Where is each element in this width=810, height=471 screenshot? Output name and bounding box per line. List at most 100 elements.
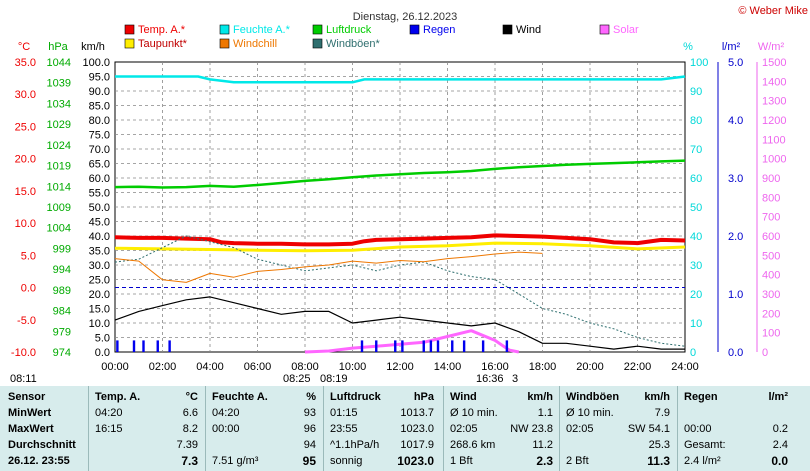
- tick-label-solar: 1400: [762, 76, 786, 88]
- cell-value: SW 54.1: [627, 423, 670, 435]
- row-label: MinWert: [8, 407, 52, 419]
- tick-label-humidity: 100: [690, 57, 708, 69]
- tick-label-pressure: 1024: [47, 140, 71, 152]
- cell-detail: 268.6 km: [450, 439, 496, 451]
- tick-label-wind: 40.0: [89, 231, 110, 243]
- tick-label-rain: 2.0: [728, 231, 743, 243]
- rain-bar: [429, 340, 433, 352]
- legend-swatch: [312, 38, 323, 49]
- x-tick-label: 08:00: [291, 361, 319, 373]
- tick-label-temp: 5.0: [21, 250, 36, 262]
- tick-label-temp: -10.0: [11, 347, 36, 359]
- column-separator: [443, 386, 444, 471]
- cell-value: 96: [303, 423, 316, 435]
- cell-value: 1017.9: [400, 439, 434, 451]
- legend-label: Windböen*: [326, 38, 381, 50]
- tick-label-wind: 35.0: [89, 246, 110, 258]
- event-annotation: 08:25: [283, 373, 311, 385]
- cell-value: 0.2: [772, 423, 788, 435]
- column-unit: l/m²: [768, 391, 788, 403]
- rain-bar: [116, 340, 119, 352]
- tick-label-pressure: 1014: [47, 181, 71, 193]
- tick-label-wind: 20.0: [89, 289, 110, 301]
- series-line-luftdruck: [114, 159, 686, 189]
- cell-value: 25.3: [648, 439, 670, 451]
- x-tick-label: 22:00: [624, 361, 652, 373]
- cell-value: 94: [303, 439, 316, 451]
- tick-label-pressure: 984: [53, 306, 71, 318]
- tick-label-wind: 75.0: [89, 130, 110, 142]
- tick-label-pressure: 999: [53, 243, 71, 255]
- tick-label-solar: 1300: [762, 96, 786, 108]
- tick-label-humidity: 20: [690, 289, 702, 301]
- column-header: Luftdruck: [330, 391, 381, 403]
- row-label: MaxWert: [8, 423, 54, 435]
- legend-swatch: [312, 24, 323, 35]
- tick-label-solar: 300: [762, 289, 780, 301]
- tick-label-pressure: 1039: [47, 78, 71, 90]
- legend-label: Luftdruck: [326, 24, 372, 36]
- tick-label-humidity: 90: [690, 86, 702, 98]
- axis-unit-rain: l/m²: [722, 41, 741, 53]
- tick-label-humidity: 30: [690, 260, 702, 272]
- legend-label: Windchill: [233, 38, 277, 50]
- cell-detail: 04:20: [95, 407, 123, 419]
- cell-detail: 23:55: [330, 423, 358, 435]
- tick-label-solar: 100: [762, 328, 780, 340]
- x-tick-label: 06:00: [244, 361, 272, 373]
- tick-label-rain: 4.0: [728, 115, 743, 127]
- event-annotation: 08:11: [10, 373, 37, 385]
- cell-value: 8.2: [182, 423, 198, 435]
- column-header: Temp. A.: [95, 391, 141, 403]
- rain-bar: [156, 340, 159, 352]
- column-separator: [677, 386, 678, 471]
- rain-bar: [401, 340, 404, 352]
- tick-label-humidity: 50: [690, 202, 702, 214]
- series-line-wind: [114, 296, 685, 350]
- legend-label: Temp. A.*: [138, 24, 186, 36]
- column-separator: [559, 386, 560, 471]
- tick-label-solar: 600: [762, 231, 780, 243]
- copyright-label: © Weber Mike: [738, 5, 808, 17]
- tick-label-solar: 0: [762, 347, 768, 359]
- weather-chart: Dienstag, 26.12.2023 © Weber Mike Temp. A.…: [10, 5, 808, 385]
- tick-label-wind: 100.0: [82, 57, 110, 69]
- cell-detail: 16:15: [95, 423, 123, 435]
- tick-label-wind: 80.0: [89, 115, 110, 127]
- cell-value: 1013.7: [400, 407, 434, 419]
- column-separator: [205, 386, 206, 471]
- tick-label-solar: 1100: [762, 134, 786, 146]
- tick-label-solar: 200: [762, 308, 780, 320]
- tick-label-temp: 30.0: [15, 89, 36, 101]
- tick-label-pressure: 1029: [47, 119, 71, 131]
- rain-bar: [451, 340, 454, 352]
- tick-label-pressure: 979: [53, 326, 71, 338]
- column-separator: [88, 386, 89, 471]
- x-tick-label: 24:00: [671, 361, 699, 373]
- tick-label-solar: 700: [762, 212, 780, 224]
- legend-label: Feuchte A.*: [233, 24, 291, 36]
- cell-detail: Gesamt:: [684, 439, 726, 451]
- column-separator: [323, 386, 324, 471]
- tick-label-humidity: 10: [690, 318, 702, 330]
- tick-label-wind: 25.0: [89, 275, 110, 287]
- tick-label-rain: 3.0: [728, 173, 743, 185]
- series-line-taupunkt: [114, 241, 686, 253]
- cell-value: 1023.0: [400, 423, 434, 435]
- tick-label-pressure: 1004: [47, 223, 71, 235]
- tick-label-rain: 1.0: [728, 289, 743, 301]
- tick-label-humidity: 0: [690, 347, 696, 359]
- legend-label: Regen: [423, 24, 455, 36]
- summary-table: Sensor MinWert MaxWert Durchschnitt 26.12. 2…: [0, 386, 810, 471]
- column-unit: %: [306, 391, 316, 403]
- x-tick-label: 10:00: [339, 361, 367, 373]
- cell-value: 7.9: [654, 407, 670, 419]
- cell-value: 7.39: [176, 439, 198, 451]
- cell-value: 95: [302, 454, 316, 468]
- rain-bar: [168, 340, 171, 352]
- tick-label-wind: 5.0: [95, 333, 110, 345]
- legend-swatch: [502, 24, 513, 35]
- tick-label-wind: 30.0: [89, 260, 110, 272]
- x-tick-label: 14:00: [434, 361, 462, 373]
- tick-label-pressure: 974: [53, 347, 71, 359]
